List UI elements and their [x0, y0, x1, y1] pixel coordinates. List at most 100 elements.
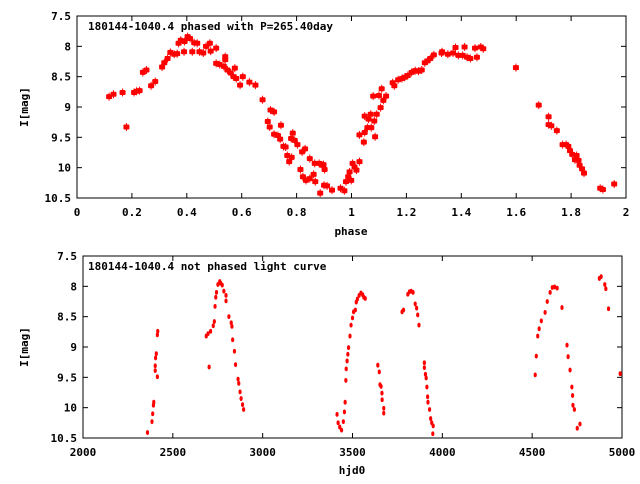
data-point [277, 122, 284, 128]
x-tick-label: 0.6 [232, 206, 252, 219]
data-point [119, 89, 126, 95]
data-point [461, 44, 468, 50]
data-point [214, 290, 219, 295]
data-point [224, 293, 228, 298]
data-point [237, 381, 241, 386]
data-point [341, 419, 345, 425]
data-point [555, 285, 559, 291]
data-point [123, 124, 130, 130]
data-point [425, 384, 429, 390]
data-point [231, 65, 238, 71]
y-tick-label: 10.5 [51, 432, 78, 445]
data-point [380, 397, 384, 403]
data-point [350, 315, 355, 321]
data-point [213, 303, 217, 309]
x-tick-label: 0.4 [177, 206, 197, 219]
data-point [380, 97, 387, 103]
data-point [297, 166, 304, 172]
data-point [426, 399, 430, 405]
data-point [306, 156, 313, 162]
data-point [467, 55, 474, 61]
data-point [343, 179, 350, 185]
data-point [277, 136, 284, 142]
data-point [379, 384, 383, 389]
data-point [543, 310, 547, 315]
data-point [401, 307, 406, 313]
data-point [174, 51, 181, 57]
data-point [603, 282, 607, 287]
data-point [329, 187, 336, 193]
x-tick-label: 4500 [519, 446, 546, 459]
data-point [370, 93, 377, 99]
data-point [294, 142, 301, 148]
data-point [575, 425, 579, 431]
data-point [236, 376, 240, 382]
y-tick-label: 9.5 [51, 131, 71, 144]
data-point [417, 322, 421, 328]
data-point [342, 409, 347, 415]
x-tick-label: 1 [348, 206, 355, 219]
data-point [233, 362, 238, 367]
data-point [240, 402, 245, 408]
data-point [206, 40, 213, 46]
data-point [537, 326, 541, 332]
data-point [344, 366, 348, 372]
data-point [545, 114, 552, 120]
data-point [355, 296, 359, 302]
data-point [246, 79, 253, 85]
data-point [222, 57, 229, 63]
data-point [424, 375, 428, 381]
data-point [153, 368, 157, 374]
data-point [159, 64, 166, 70]
data-point [380, 390, 384, 396]
data-point [227, 314, 231, 320]
data-point [153, 363, 157, 369]
data-point [321, 166, 328, 172]
data-point [238, 389, 242, 395]
data-point [349, 322, 353, 328]
y-tick-label: 10.5 [45, 192, 72, 205]
data-point [360, 139, 367, 145]
data-point [363, 296, 367, 301]
data-point [373, 111, 380, 117]
data-point [231, 337, 235, 343]
data-point [535, 102, 542, 108]
data-point [324, 183, 331, 189]
data-point [452, 45, 459, 51]
data-point [548, 290, 552, 295]
data-point [348, 177, 355, 183]
x-axis-label: phase [334, 225, 367, 238]
data-point [427, 407, 432, 412]
data-point [382, 410, 386, 416]
x-tick-label: 1.2 [396, 206, 416, 219]
data-point [208, 328, 213, 334]
data-point [430, 52, 437, 58]
data-point [339, 427, 344, 433]
data-point [444, 51, 451, 57]
data-point [382, 405, 386, 411]
data-point [200, 50, 207, 56]
data-point [473, 54, 480, 60]
y-tick-label: 7.5 [51, 10, 71, 23]
data-point [164, 55, 171, 61]
y-tick-label: 10 [64, 402, 77, 415]
data-point [237, 82, 244, 88]
y-tick-label: 9 [64, 101, 71, 114]
x-tick-label: 3500 [339, 446, 366, 459]
data-point [213, 45, 220, 51]
x-tick-label: 2 [623, 206, 630, 219]
data-point [187, 35, 194, 41]
data-point [611, 181, 618, 187]
data-point [289, 130, 296, 136]
chart-title: 180144-1040.4 not phased light curve [88, 260, 327, 273]
data-point [418, 67, 425, 73]
data-point [439, 49, 446, 55]
y-tick-label: 9.5 [57, 371, 77, 384]
data-point [365, 116, 372, 122]
data-point [345, 358, 349, 364]
data-point [302, 146, 309, 152]
data-point [286, 159, 293, 165]
x-tick-label: 0 [74, 206, 81, 219]
x-tick-label: 5000 [609, 446, 636, 459]
data-point [344, 377, 348, 383]
